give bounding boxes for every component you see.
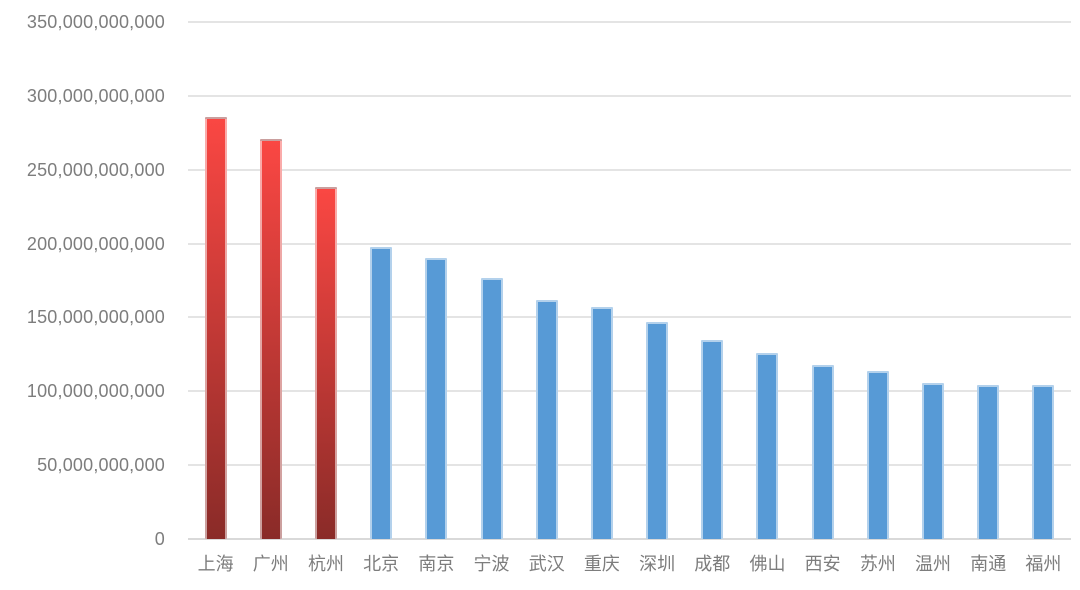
x-axis-label: 南通 [970, 554, 1007, 574]
x-axis-label: 上海 [197, 554, 234, 574]
bar-7 [535, 299, 558, 539]
bar-8 [590, 307, 613, 539]
x-axis-label: 重庆 [583, 554, 620, 574]
x-axis-label: 南京 [418, 554, 455, 574]
bar-3 [314, 187, 337, 539]
bar-13 [866, 370, 889, 539]
y-axis-tick-label: 50,000,000,000 [37, 455, 165, 476]
x-axis-label: 宁波 [473, 554, 510, 574]
gridline [188, 21, 1071, 23]
bar-12 [811, 365, 834, 539]
x-axis-line [188, 538, 1071, 540]
gridline [188, 464, 1071, 467]
bar-1 [204, 116, 227, 539]
x-axis-label: 福州 [1025, 554, 1062, 574]
gridline [188, 168, 1071, 171]
x-axis-label: 深圳 [639, 554, 676, 574]
gridline [188, 390, 1071, 393]
gridline [188, 316, 1071, 319]
y-axis-tick-label: 350,000,000,000 [26, 12, 165, 32]
bar-9 [646, 321, 669, 539]
y-axis-tick-label: 100,000,000,000 [26, 381, 165, 402]
bar-16 [1032, 384, 1055, 539]
x-axis-label: 北京 [363, 554, 400, 574]
bar-14 [922, 383, 945, 539]
x-axis-label: 杭州 [307, 554, 344, 574]
y-axis-tick-label: 200,000,000,000 [26, 233, 165, 254]
x-axis-label: 成都 [694, 554, 731, 574]
y-axis-tick-label: 250,000,000,000 [26, 159, 165, 180]
x-axis-label: 苏州 [859, 554, 896, 574]
bar-5 [425, 257, 448, 539]
bar-10 [701, 340, 724, 539]
x-axis-label: 武汉 [528, 554, 565, 574]
y-axis-tick-label: 300,000,000,000 [26, 85, 165, 106]
bar-11 [756, 352, 779, 539]
bar-2 [259, 139, 282, 539]
bar-15 [977, 385, 1000, 539]
bar-4 [370, 246, 393, 539]
gridline [188, 242, 1071, 245]
x-axis-label: 西安 [804, 554, 841, 574]
x-axis-label: 广州 [252, 554, 289, 574]
y-axis-tick-label: 150,000,000,000 [26, 307, 165, 328]
x-axis-label: 温州 [915, 554, 952, 574]
bar-6 [480, 278, 503, 539]
x-axis-label: 佛山 [749, 554, 786, 574]
y-axis-tick-label: 0 [154, 529, 165, 549]
gridline [188, 94, 1071, 97]
